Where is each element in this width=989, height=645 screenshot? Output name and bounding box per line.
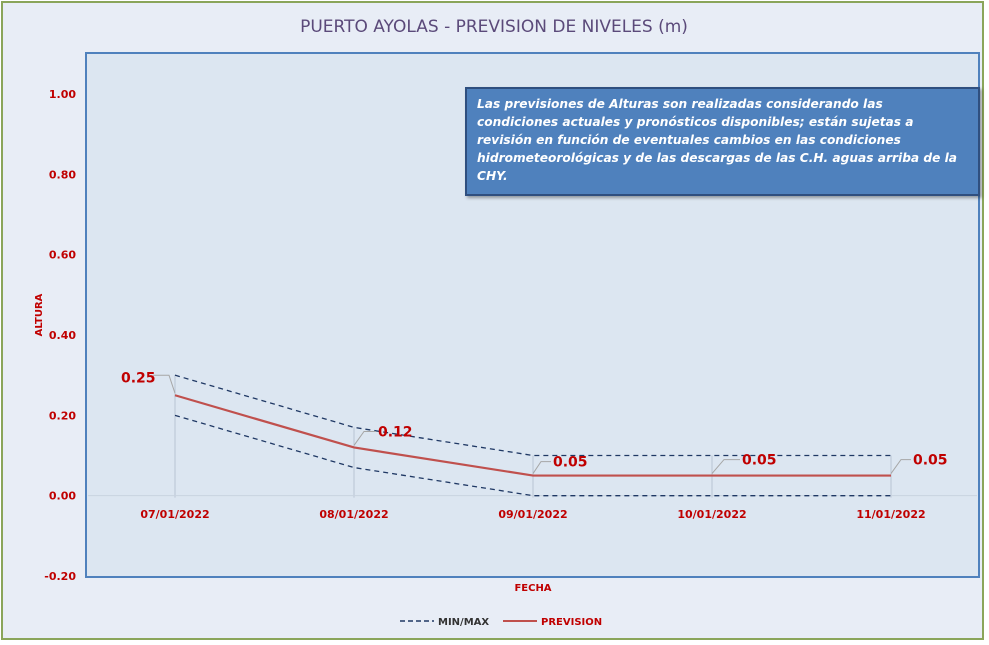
- data-label-leader: [890, 459, 911, 474]
- y-tick-label: 0.00: [49, 490, 76, 503]
- y-tick-label: 0.60: [49, 249, 76, 262]
- x-tick-label: 07/01/2022: [140, 508, 209, 521]
- y-tick-label: 0.80: [49, 168, 76, 181]
- x-axis: 07/01/2022 08/01/2022 09/01/2022 10/01/2022…: [140, 508, 925, 521]
- legend-minmax-label: MIN/MAX: [438, 617, 489, 628]
- x-tick-label: 09/01/2022: [498, 508, 567, 521]
- max-series-line: [174, 374, 891, 457]
- y-tick-label: -0.20: [44, 570, 76, 583]
- x-tick-label: 10/01/2022: [677, 508, 746, 521]
- min-series-line: [174, 414, 891, 497]
- data-labels: 0.25 0.12 0.05 0.05 0.05: [121, 370, 948, 474]
- y-axis: 1.00 0.80 0.60 0.40 0.20 0.00 -0.20: [44, 88, 76, 583]
- data-label: 0.05: [553, 455, 588, 471]
- prevision-series-line: [174, 394, 891, 477]
- data-label-leader: [353, 430, 376, 446]
- x-tick-label: 11/01/2022: [856, 508, 925, 521]
- y-axis-title: ALTURA: [34, 293, 45, 336]
- x-tick-label: 08/01/2022: [319, 508, 388, 521]
- data-label: 0.05: [913, 453, 948, 469]
- series-lines: [174, 374, 891, 497]
- y-tick-label: 0.40: [49, 329, 76, 342]
- data-label: 0.05: [742, 453, 777, 469]
- legend: MIN/MAX PREVISION: [400, 617, 602, 628]
- data-label-leader: [711, 459, 740, 474]
- data-label: 0.12: [378, 424, 413, 440]
- data-label: 0.25: [121, 370, 156, 386]
- y-tick-label: 0.20: [49, 409, 76, 422]
- y-tick-label: 1.00: [49, 88, 76, 101]
- disclaimer-text: Las previsiones de Alturas son realizada…: [477, 97, 958, 183]
- data-label-leader: [532, 461, 551, 474]
- chart-title: PUERTO AYOLAS - PREVISION DE NIVELES (m): [300, 17, 688, 37]
- data-label-leader: [153, 374, 176, 394]
- legend-prevision-label: PREVISION: [541, 617, 602, 628]
- disclaimer-note: Las previsiones de Alturas son realizada…: [465, 87, 980, 196]
- x-axis-title: FECHA: [514, 583, 551, 594]
